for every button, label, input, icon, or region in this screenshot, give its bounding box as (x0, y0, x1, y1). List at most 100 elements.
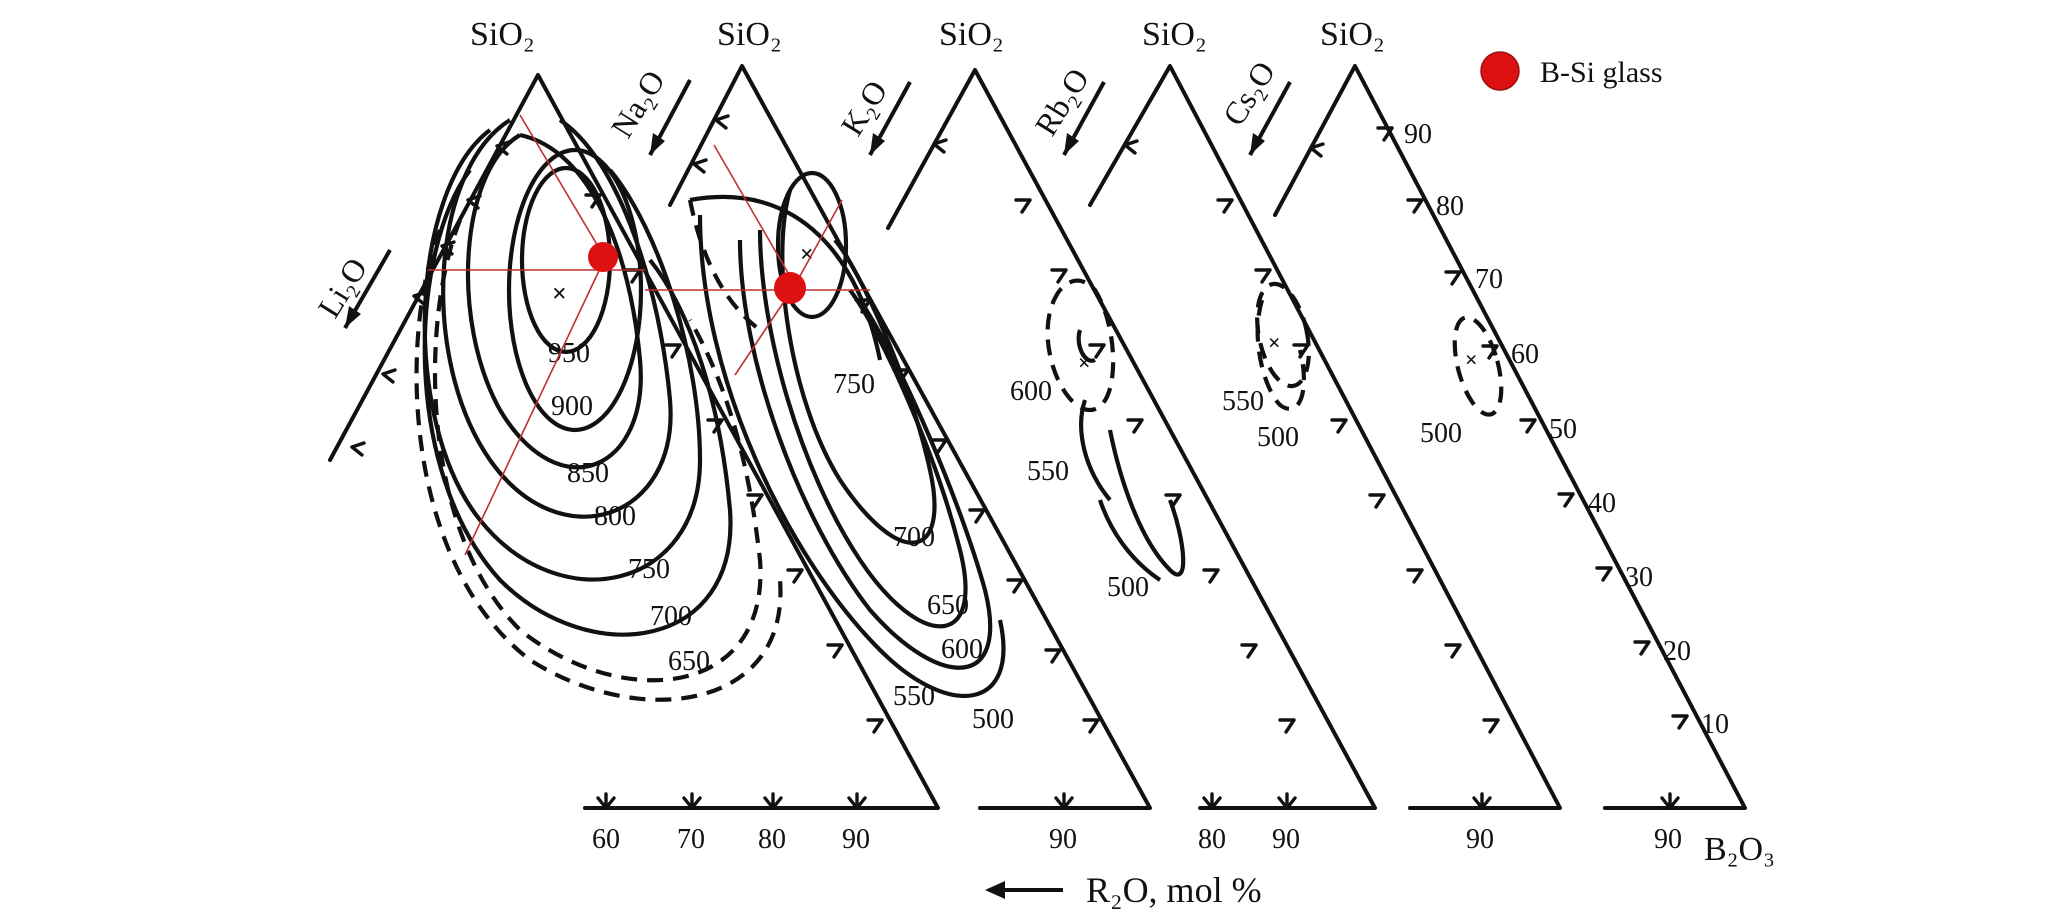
composition-marker-x: × (1268, 330, 1281, 355)
isotherm-500-cs (1452, 315, 1504, 417)
bottom-tick-80-rb: 80 (1198, 824, 1226, 855)
right-tick-60: 60 (1511, 339, 1539, 370)
isotherms-rb2o: × (1255, 281, 1311, 411)
isotherm-outer (414, 229, 783, 702)
right-tick-80: 80 (1436, 191, 1464, 222)
legend: B-Si glass (1480, 51, 1663, 91)
isotherms-cs2o: × (1452, 315, 1504, 417)
bsi-glass-point-li2o (588, 242, 618, 272)
ticks-left-na2o (692, 114, 730, 174)
right-tick-70: 70 (1475, 264, 1503, 295)
axis-lines-cs2o (1273, 64, 1747, 810)
direction-arrow-cs2o (1248, 81, 1292, 156)
isotherms-li2o: × (414, 118, 783, 702)
ticks-bottom-li2o (596, 792, 867, 810)
isotherm-600 (737, 239, 993, 670)
isotherm-550-rb (1255, 281, 1311, 389)
isotherm-dashed-na (687, 199, 762, 332)
isotherm-label-550-k: 550 (1027, 456, 1069, 487)
isotherm-label-550-na: 550 (893, 681, 935, 712)
corner-label-b2o3: B₂O₃ (1704, 831, 1775, 868)
bottom-tick-80: 80 (758, 824, 786, 855)
bottom-tick-60: 60 (592, 824, 620, 855)
isotherm-700 (422, 168, 733, 637)
isotherm-500-rb (1255, 299, 1306, 411)
apex-label-sio2-4: SiO₂ (1142, 16, 1207, 53)
apex-label-sio2-2: SiO₂ (717, 16, 782, 53)
apex-label-sio2-3: SiO₂ (939, 16, 1004, 53)
bottom-tick-70: 70 (677, 824, 705, 855)
right-tick-10: 10 (1701, 709, 1729, 740)
isotherm-900 (506, 147, 644, 433)
isotherm-label-700: 700 (650, 601, 692, 632)
legend-label: B-Si glass (1540, 56, 1663, 89)
isotherm-650 (757, 229, 968, 629)
right-tick-90: 90 (1404, 119, 1432, 150)
oxide-label-rb2o: Rb₂O (1027, 62, 1095, 142)
isotherm-label-500-na: 500 (972, 704, 1014, 735)
ticks-left-k2o (932, 138, 948, 154)
isotherm-label-900: 900 (551, 391, 593, 422)
ticks-bottom-k2o (1202, 792, 1297, 810)
ticks-left-cs2o (1309, 142, 1325, 158)
bottom-tick-90-rb: 90 (1272, 824, 1300, 855)
isotherm-label-500-cs: 500 (1420, 418, 1462, 449)
oxide-label-cs2o: Cs₂O (1215, 55, 1282, 132)
direction-arrow-na2o (648, 79, 692, 156)
composition-marker-x: × (552, 279, 567, 308)
right-tick-50: 50 (1549, 414, 1577, 445)
ticks-bottom-na2o (1054, 792, 1074, 810)
isotherm-600-k (1045, 278, 1116, 413)
isotherm-500-top (689, 194, 883, 361)
triangle-cs2o: SiO₂ 90 Cs₂O × 500 (1215, 16, 1747, 855)
oxide-label-li2o: Li₂O (310, 251, 374, 323)
apex-label-sio2-1: SiO₂ (470, 16, 535, 53)
isotherm-label-650-na: 650 (927, 590, 969, 621)
legend-marker (1480, 51, 1520, 91)
bottom-tick-90-k: 90 (1049, 824, 1077, 855)
oxide-label-k2o: K₂O (833, 74, 894, 142)
isotherms-na2o: × (687, 170, 1006, 698)
right-tick-40: 40 (1588, 488, 1616, 519)
ticks-bottom-rb2o (1472, 792, 1492, 810)
ticks-bottom-cs2o (1660, 792, 1680, 810)
bottom-tick-90: 90 (842, 824, 870, 855)
isotherm-550-k-a (1079, 399, 1112, 502)
direction-arrow-k2o (868, 81, 912, 156)
guides-na2o (645, 144, 870, 376)
isotherm-label-800: 800 (594, 501, 636, 532)
isotherm-label-650: 650 (668, 646, 710, 677)
bottom-tick-90-cs: 90 (1466, 824, 1494, 855)
ticks-left-rb2o (1123, 139, 1139, 155)
isotherm-label-700-na: 700 (893, 522, 935, 553)
composition-marker-x: × (1465, 347, 1478, 372)
isotherm-650 (432, 219, 763, 683)
direction-arrow-rb2o (1062, 81, 1106, 156)
axis-lines-rb2o (1088, 64, 1562, 810)
isotherm-label-550-rb: 550 (1222, 386, 1264, 417)
isotherm-label-850: 850 (567, 458, 609, 489)
axis-title: R₂O, mol % (1086, 870, 1262, 910)
isotherm-550 (697, 214, 1006, 698)
isotherm-inner-k (1076, 329, 1096, 363)
axis-title-arrow (985, 881, 1063, 899)
apex-label-sio2-5: SiO₂ (1320, 16, 1385, 53)
ticks-right-k2o (1014, 198, 1296, 734)
composition-marker-x: × (800, 242, 814, 268)
isotherm-750 (775, 170, 849, 320)
isotherm-750 (422, 128, 703, 582)
direction-arrow-li2o (343, 249, 392, 329)
isotherm-550-k-b (1107, 429, 1186, 577)
bottom-tick-90-last: 90 (1654, 824, 1682, 855)
right-tick-30: 30 (1625, 562, 1653, 593)
ticks-right-rb2o (1216, 198, 1500, 734)
isotherm-label-750-na: 750 (833, 369, 875, 400)
isotherm-label-600-k: 600 (1010, 376, 1052, 407)
composition-marker-x: × (1078, 350, 1091, 375)
isotherm-label-500-rb: 500 (1257, 422, 1299, 453)
isotherm-label-750: 750 (628, 554, 670, 585)
bsi-glass-point-na2o (774, 272, 806, 304)
isotherm-800 (441, 118, 673, 519)
isotherm-700 (780, 189, 937, 545)
